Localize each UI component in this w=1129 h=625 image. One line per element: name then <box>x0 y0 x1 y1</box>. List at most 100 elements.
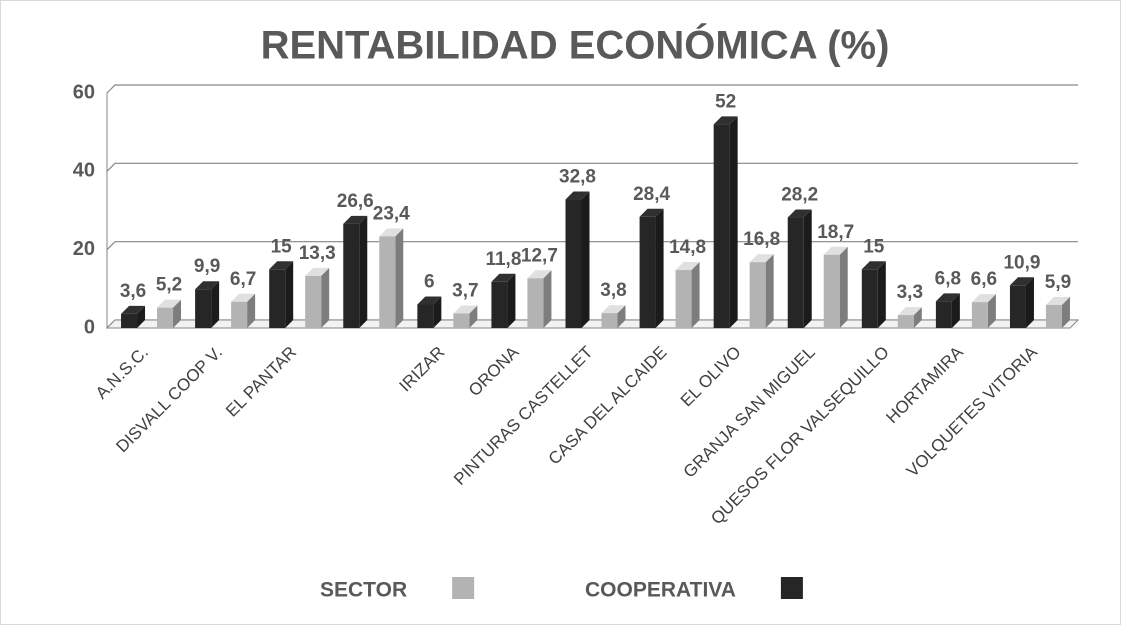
bar-top <box>527 270 552 279</box>
grid-line <box>106 241 1078 251</box>
bar-side <box>173 299 182 328</box>
bar-top <box>861 261 886 270</box>
legend-swatch <box>780 577 803 599</box>
data-label: 15 <box>863 236 885 257</box>
bar <box>269 269 286 328</box>
bar-side <box>285 261 294 328</box>
bar <box>675 270 692 328</box>
bar-side <box>543 270 552 328</box>
bar-side <box>321 267 330 328</box>
y-tick-label: 0 <box>84 316 95 338</box>
data-label: 11,8 <box>485 249 521 270</box>
bar-side <box>913 307 922 328</box>
bar-top <box>417 296 442 305</box>
bar <box>1009 285 1026 328</box>
bar-top <box>971 294 996 303</box>
legend-label: COOPERATIVA <box>585 579 736 602</box>
data-label: 6,8 <box>935 268 961 289</box>
bar <box>713 124 730 328</box>
bar-side <box>433 296 442 328</box>
bar-top <box>379 228 404 237</box>
bar <box>379 236 396 328</box>
bar <box>343 223 360 328</box>
data-label: 10,9 <box>1003 252 1040 273</box>
legend-label: SECTOR <box>320 579 407 602</box>
bar-side <box>137 305 146 328</box>
y-tick-label: 40 <box>73 160 95 182</box>
bar <box>527 278 544 328</box>
bar-side <box>691 262 700 328</box>
bar-top <box>713 116 738 125</box>
bar-side <box>877 261 886 328</box>
data-label: 32,8 <box>559 167 596 188</box>
bar-side <box>359 215 368 328</box>
data-label: 13,3 <box>299 243 336 264</box>
data-label: 9,9 <box>194 256 220 277</box>
bar <box>1045 304 1062 328</box>
bar <box>453 313 470 328</box>
bar-top <box>823 246 848 255</box>
data-label: 5,9 <box>1045 272 1071 293</box>
bar-top <box>897 307 922 316</box>
bar-top <box>639 208 664 217</box>
bar-top <box>305 267 330 276</box>
bar <box>861 269 878 328</box>
bar-side <box>507 273 516 328</box>
bar-side <box>803 209 812 328</box>
bar <box>601 313 618 328</box>
bar <box>639 216 656 328</box>
bar <box>935 301 952 328</box>
data-label: 6,6 <box>971 269 997 290</box>
data-label: 3,8 <box>600 280 626 301</box>
bar <box>897 315 914 328</box>
bar <box>121 313 138 328</box>
data-label: 3,6 <box>120 281 146 302</box>
bar-side <box>839 246 848 328</box>
bar <box>195 289 212 328</box>
bar <box>491 281 508 328</box>
bar <box>417 304 434 328</box>
data-label: 16,8 <box>743 229 780 250</box>
grid-line <box>106 84 1078 94</box>
data-label: 28,2 <box>781 185 818 206</box>
bar-side <box>987 294 996 328</box>
chart-title: RENTABILIDAD ECONÓMICA (%) <box>261 22 890 68</box>
bar <box>157 307 174 328</box>
bar-top <box>121 305 146 314</box>
bar-top <box>935 293 960 302</box>
data-label: 15 <box>271 236 293 257</box>
bar-side <box>765 254 774 328</box>
data-label: 26,6 <box>337 191 374 212</box>
bar-top <box>453 305 478 314</box>
data-label: 23,4 <box>373 203 410 224</box>
bar <box>971 302 988 328</box>
bar-top <box>269 261 294 270</box>
bar-side <box>469 305 478 328</box>
data-label: 12,7 <box>521 245 558 266</box>
bar-top <box>491 273 516 282</box>
y-tick-label: 60 <box>73 81 95 103</box>
data-label: 14,8 <box>669 237 706 258</box>
bar-side <box>247 293 256 328</box>
bar-top <box>157 299 182 308</box>
bar-top <box>749 254 774 263</box>
bar <box>305 275 322 328</box>
bar <box>823 254 840 328</box>
bar-side <box>729 116 738 328</box>
bar-side <box>617 305 626 328</box>
data-label: 52 <box>715 91 736 112</box>
bar-top <box>675 262 700 271</box>
bar <box>565 199 582 328</box>
bar-side <box>1025 277 1034 328</box>
bar-side <box>211 281 220 328</box>
data-label: 5,2 <box>156 275 182 296</box>
bar-top <box>787 209 812 218</box>
data-label: 3,3 <box>897 282 923 303</box>
bar-top <box>601 305 626 314</box>
legend-swatch <box>452 577 475 599</box>
bar-top <box>343 215 368 224</box>
data-label: 28,4 <box>633 184 670 205</box>
bar <box>787 217 804 328</box>
